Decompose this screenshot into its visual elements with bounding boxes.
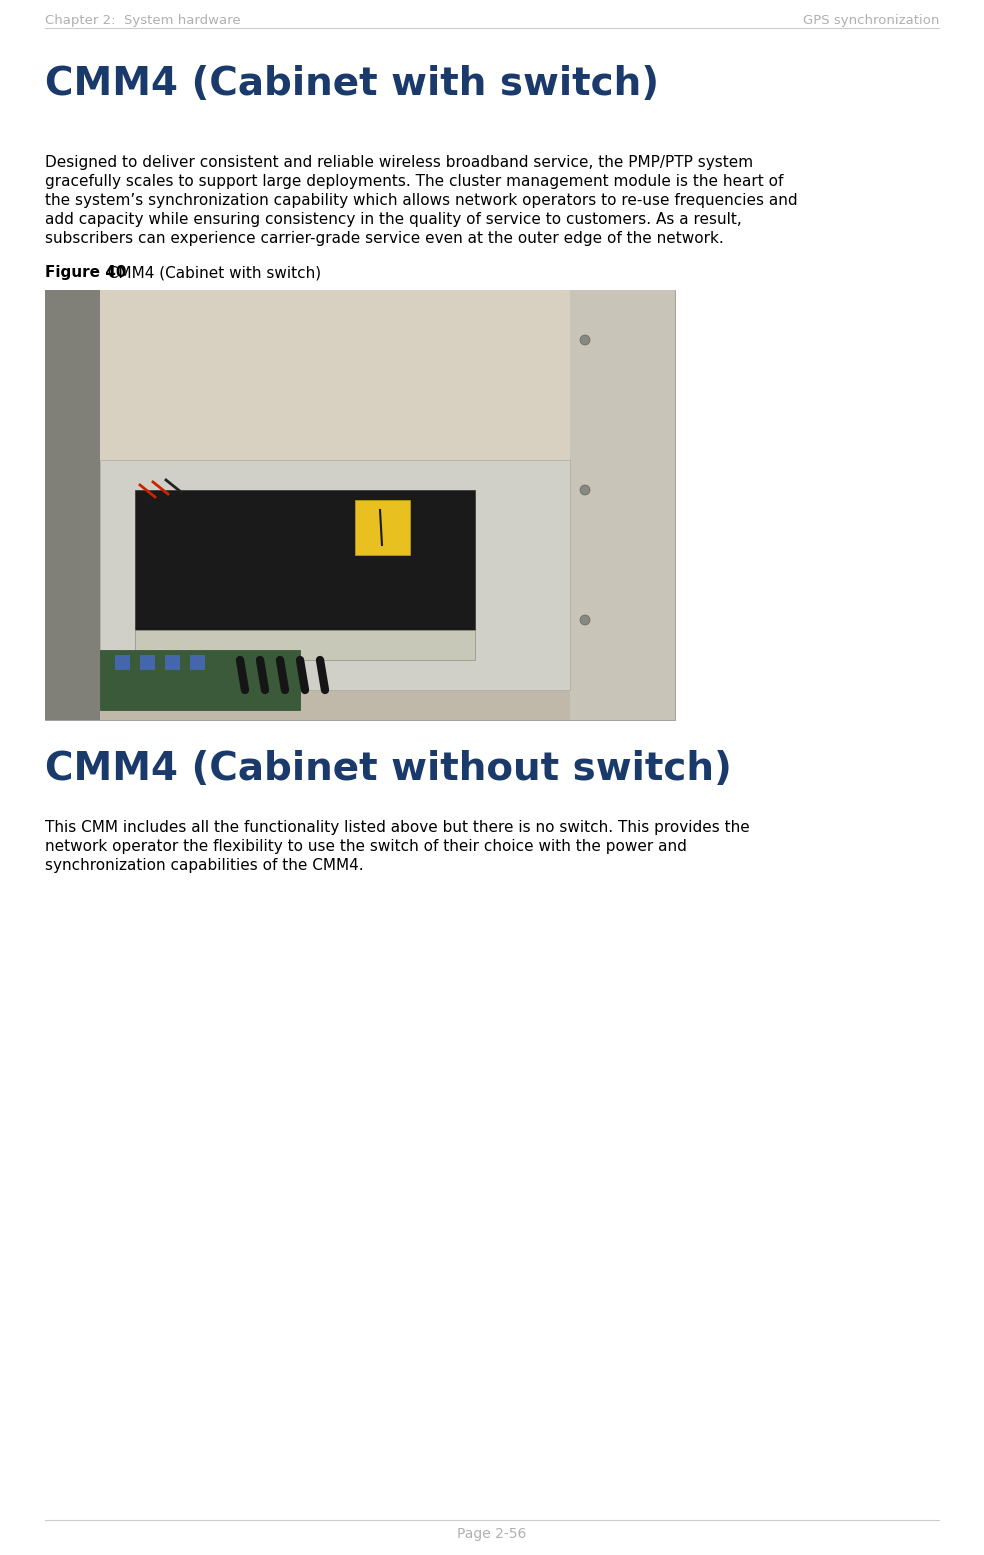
Bar — [570, 289, 675, 720]
Text: Designed to deliver consistent and reliable wireless broadband service, the PMP/: Designed to deliver consistent and relia… — [45, 156, 753, 169]
Text: the system’s synchronization capability which allows network operators to re-use: the system’s synchronization capability … — [45, 193, 798, 208]
Circle shape — [580, 614, 590, 625]
Text: network operator the flexibility to use the switch of their choice with the powe: network operator the flexibility to use … — [45, 840, 687, 854]
Text: CMM4 (Cabinet with switch): CMM4 (Cabinet with switch) — [103, 264, 321, 280]
Circle shape — [580, 485, 590, 494]
Text: GPS synchronization: GPS synchronization — [803, 14, 939, 26]
Bar — [135, 490, 475, 630]
Bar — [100, 289, 625, 465]
Circle shape — [580, 334, 590, 345]
Bar — [45, 289, 100, 720]
Text: Chapter 2:  System hardware: Chapter 2: System hardware — [45, 14, 241, 26]
Bar — [140, 655, 155, 670]
Text: synchronization capabilities of the CMM4.: synchronization capabilities of the CMM4… — [45, 858, 364, 872]
Bar — [100, 650, 300, 711]
Text: CMM4 (Cabinet without switch): CMM4 (Cabinet without switch) — [45, 750, 732, 788]
Text: Figure 40: Figure 40 — [45, 264, 127, 280]
Bar — [190, 655, 205, 670]
Text: gracefully scales to support large deployments. The cluster management module is: gracefully scales to support large deplo… — [45, 174, 783, 190]
Text: This CMM includes all the functionality listed above but there is no switch. Thi: This CMM includes all the functionality … — [45, 819, 750, 835]
Text: subscribers can experience carrier-grade service even at the outer edge of the n: subscribers can experience carrier-grade… — [45, 232, 724, 246]
Bar — [355, 501, 410, 555]
Bar — [135, 630, 475, 659]
Bar — [115, 655, 130, 670]
Bar — [45, 289, 675, 720]
Bar — [165, 655, 180, 670]
Text: Page 2-56: Page 2-56 — [458, 1527, 526, 1541]
Text: add capacity while ensuring consistency in the quality of service to customers. : add capacity while ensuring consistency … — [45, 211, 742, 227]
Text: CMM4 (Cabinet with switch): CMM4 (Cabinet with switch) — [45, 65, 659, 103]
Bar — [100, 460, 570, 690]
